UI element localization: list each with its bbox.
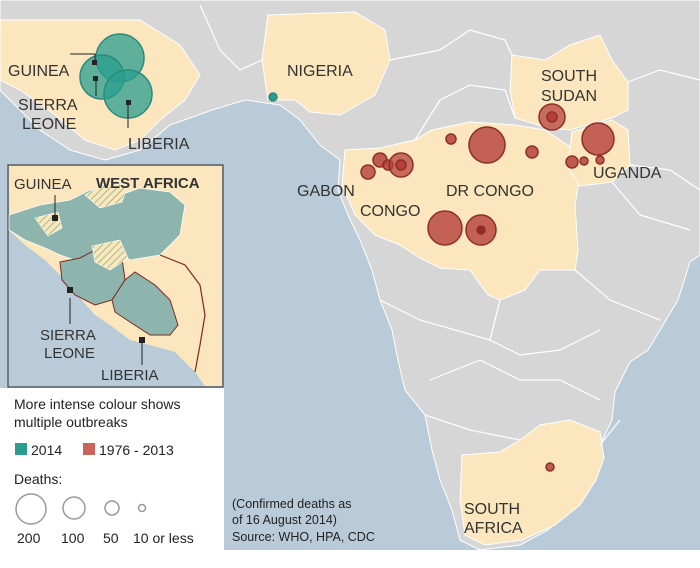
legend-label-historic: 1976 - 2013 [99, 442, 174, 458]
outbreak-historic [476, 225, 486, 235]
inset-liberia-2014 [111, 271, 179, 336]
label-dr-congo: DR CONGO [446, 183, 534, 200]
outbreak-historic [360, 164, 376, 180]
outbreak-historic [546, 111, 558, 123]
outbreak-historic [581, 122, 615, 156]
inset-hatch-north [84, 182, 129, 209]
legend-label-2014: 2014 [31, 442, 62, 458]
inset-title: WEST AFRICA [96, 175, 200, 192]
source-line1: (Confirmed deaths as [232, 497, 352, 511]
legend-swatch-2014 [15, 443, 27, 455]
legend-intensity-line1: More intense colour shows [14, 396, 181, 412]
legend-size-50 [104, 500, 120, 516]
legend-intensity-line2: multiple outbreaks [14, 414, 128, 430]
outbreak-historic [545, 462, 555, 472]
outbreak-historic [445, 133, 457, 145]
label-south-sudan-1: SOUTH [541, 68, 597, 85]
inset-label-sierra-leone-2: LEONE [44, 345, 95, 362]
label-sierra-leone-2: LEONE [22, 116, 76, 133]
label-congo: CONGO [360, 203, 420, 220]
label-gabon: GABON [297, 183, 355, 200]
leader-lines [70, 53, 129, 128]
legend-size-10 [137, 503, 147, 513]
label-liberia: LIBERIA [128, 136, 190, 153]
inset-label-guinea: GUINEA [14, 176, 72, 193]
country-borders [199, 4, 700, 446]
outbreak-historic [525, 145, 539, 159]
inset-west-africa: WEST AFRICA GUINEA SIERRA LEONE LIBERIA [7, 164, 224, 388]
label-south-sudan-2: SUDAN [541, 88, 597, 105]
label-uganda: UGANDA [593, 165, 662, 182]
outbreak-2014-nigeria [268, 92, 278, 102]
outbreak-historic [595, 155, 605, 165]
outbreak-historic [427, 210, 463, 246]
label-south-africa-1: SOUTH [464, 501, 520, 518]
legend-size-label-200: 200 [17, 530, 41, 546]
label-nigeria: NIGERIA [287, 63, 353, 80]
outbreak-historic [579, 156, 589, 166]
label-guinea: GUINEA [8, 63, 70, 80]
south-africa-land [459, 419, 605, 546]
legend-size-label-10: 10 or less [133, 530, 194, 546]
outbreak-historic [565, 155, 579, 169]
nigeria-land [261, 11, 391, 116]
source-line2: of 16 August 2014) [232, 513, 337, 527]
legend-size-label-50: 50 [103, 530, 119, 546]
inset-label-sierra-leone-1: SIERRA [40, 327, 96, 344]
label-sierra-leone-1: SIERRA [18, 97, 78, 114]
source-line3: Source: WHO, HPA, CDC [232, 530, 375, 544]
legend-size-label-100: 100 [61, 530, 85, 546]
legend-size-200 [15, 493, 47, 525]
label-south-africa-2: AFRICA [464, 520, 523, 537]
outbreaks-2014 [79, 33, 278, 119]
legend-size-100 [62, 496, 86, 520]
source-note: (Confirmed deaths as of 16 August 2014) … [232, 497, 375, 544]
legend-deaths-title: Deaths: [14, 471, 62, 487]
legend-swatch-historic [83, 443, 95, 455]
legend: More intense colour shows multiple outbr… [0, 388, 224, 568]
inset-label-liberia: LIBERIA [101, 367, 159, 384]
inset-hatch-south [91, 239, 129, 271]
outbreaks-historic [360, 103, 615, 472]
outbreak-historic [395, 159, 407, 171]
outbreak-historic [468, 126, 506, 164]
